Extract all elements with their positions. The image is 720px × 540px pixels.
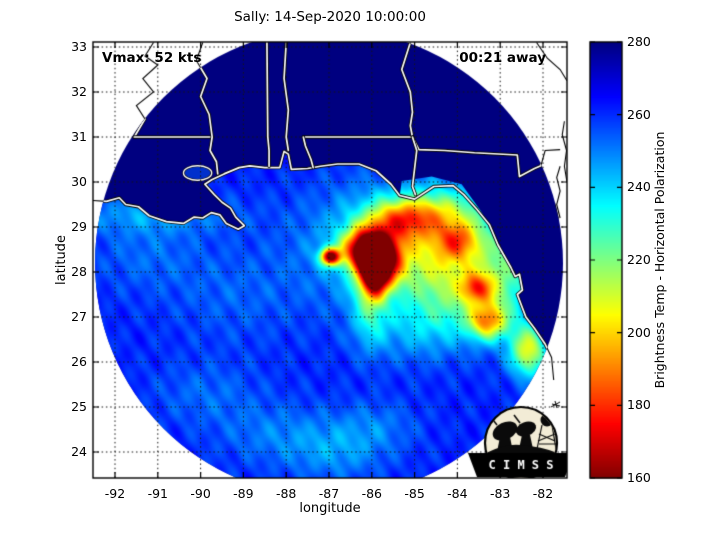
x-tick-label: -88	[275, 486, 297, 501]
y-tick-label: 26	[71, 354, 87, 369]
y-tick-label: 28	[71, 264, 87, 279]
figure-title: Sally: 14-Sep-2020 10:00:00	[234, 9, 426, 25]
y-tick-label: 32	[71, 84, 87, 99]
cimss-logo	[466, 400, 578, 478]
y-tick-label: 31	[71, 129, 87, 144]
x-tick-label: -85	[404, 486, 425, 501]
y-tick-label: 29	[71, 219, 87, 234]
colorbar-tick-label: 280	[627, 34, 651, 49]
x-tick-label: -84	[447, 486, 468, 501]
colorbar-tick-label: 260	[627, 106, 651, 122]
colorbar-tick-label: 240	[627, 179, 651, 195]
x-tick-label: -90	[190, 486, 211, 501]
y-tick-label: 30	[71, 174, 87, 189]
x-tick-label: -87	[318, 486, 340, 501]
colorbar-tick-label: 160	[627, 470, 651, 485]
x-tick-label: -82	[532, 486, 554, 501]
colorbar-label: Brightness Temp - Horizontal Polarizatio…	[652, 131, 667, 389]
x-axis-label: longitude	[299, 501, 361, 516]
x-tick-label: -91	[147, 486, 168, 501]
y-tick-label: 33	[71, 39, 87, 54]
x-tick-label: -83	[489, 486, 511, 501]
colorbar-tick-label: 220	[627, 252, 651, 267]
eta-annotation: 00:21 away	[459, 50, 546, 66]
x-tick-label: -92	[104, 486, 126, 501]
x-tick-label: -86	[361, 486, 382, 501]
vmax-annotation: Vmax: 52 kts	[102, 50, 202, 66]
colorbar-tick-label: 180	[627, 397, 651, 413]
y-tick-label: 24	[71, 444, 87, 459]
y-tick-label: 27	[71, 309, 87, 324]
x-tick-label: -89	[233, 486, 254, 501]
y-tick-label: 25	[71, 399, 87, 414]
colorbar-tick-label: 200	[627, 324, 651, 340]
